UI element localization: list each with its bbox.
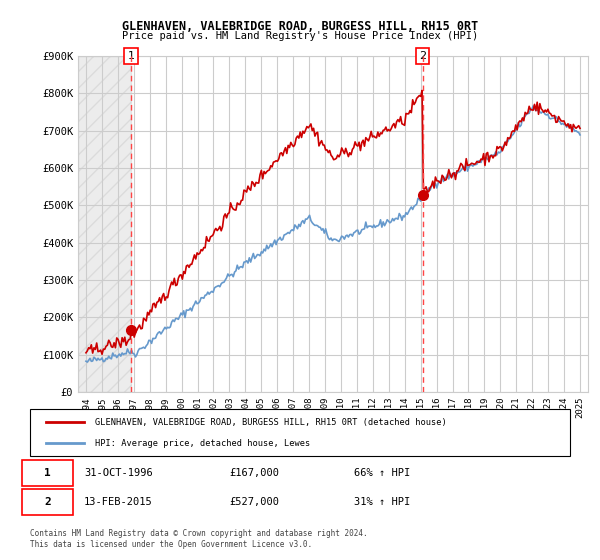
HPI: Average price, detached house, Lewes: (2.02e+03, 5.83e+05): Average price, detached house, Lewes: (2… xyxy=(444,171,451,178)
Text: Contains HM Land Registry data © Crown copyright and database right 2024.
This d: Contains HM Land Registry data © Crown c… xyxy=(30,529,368,549)
Text: 2: 2 xyxy=(419,51,426,61)
HPI: Average price, detached house, Lewes: (2.02e+03, 7.01e+05): Average price, detached house, Lewes: (2… xyxy=(514,127,521,133)
GLENHAVEN, VALEBRIDGE ROAD, BURGESS HILL, RH15 0RT (detached house) xyxy=(491,152,498,159)
GLENHAVEN, VALEBRIDGE ROAD, BURGESS HILL, RH15 0RT (detached house) xyxy=(418,87,425,94)
Text: GLENHAVEN, VALEBRIDGE ROAD, BURGESS HILL, RH15 0RT (detached house): GLENHAVEN, VALEBRIDGE ROAD, BURGESS HILL… xyxy=(95,418,446,427)
Text: 66% ↑ HPI: 66% ↑ HPI xyxy=(354,468,410,478)
Text: GLENHAVEN, VALEBRIDGE ROAD, BURGESS HILL, RH15 0RT: GLENHAVEN, VALEBRIDGE ROAD, BURGESS HILL… xyxy=(122,20,478,32)
GLENHAVEN, VALEBRIDGE ROAD, BURGESS HILL, RH15 0RT (detached house) xyxy=(169,281,176,288)
GLENHAVEN, VALEBRIDGE ROAD, BURGESS HILL, RH15 0RT (detached house) xyxy=(98,351,106,358)
HPI: Average price, detached house, Lewes: (2.02e+03, 6.89e+05): Average price, detached house, Lewes: (2… xyxy=(577,132,584,138)
HPI: Average price, detached house, Lewes: (2e+03, 1.93e+05): Average price, detached house, Lewes: (2… xyxy=(169,316,176,323)
Text: Price paid vs. HM Land Registry's House Price Index (HPI): Price paid vs. HM Land Registry's House … xyxy=(122,31,478,41)
Bar xyxy=(78,56,131,392)
Text: 1: 1 xyxy=(44,468,50,478)
HPI: Average price, detached house, Lewes: (1.99e+03, 8.25e+04): Average price, detached house, Lewes: (1… xyxy=(82,358,89,365)
HPI: Average price, detached house, Lewes: (2.01e+03, 4.14e+05): Average price, detached house, Lewes: (2… xyxy=(277,234,284,241)
Text: 2: 2 xyxy=(44,497,50,507)
Text: £167,000: £167,000 xyxy=(230,468,280,478)
GLENHAVEN, VALEBRIDGE ROAD, BURGESS HILL, RH15 0RT (detached house) xyxy=(82,349,89,356)
GLENHAVEN, VALEBRIDGE ROAD, BURGESS HILL, RH15 0RT (detached house) xyxy=(515,119,522,126)
Line: HPI: Average price, detached house, Lewes: HPI: Average price, detached house, Lewe… xyxy=(86,106,580,362)
GLENHAVEN, VALEBRIDGE ROAD, BURGESS HILL, RH15 0RT (detached house) xyxy=(445,166,452,173)
Text: £527,000: £527,000 xyxy=(230,497,280,507)
GLENHAVEN, VALEBRIDGE ROAD, BURGESS HILL, RH15 0RT (detached house) xyxy=(577,125,584,132)
FancyBboxPatch shape xyxy=(22,489,73,515)
HPI: Average price, detached house, Lewes: (2.01e+03, 4.22e+05): Average price, detached house, Lewes: (2… xyxy=(282,231,289,238)
FancyBboxPatch shape xyxy=(22,460,73,486)
GLENHAVEN, VALEBRIDGE ROAD, BURGESS HILL, RH15 0RT (detached house) xyxy=(282,144,289,151)
HPI: Average price, detached house, Lewes: (2.02e+03, 7.66e+05): Average price, detached house, Lewes: (2… xyxy=(530,102,537,109)
Text: HPI: Average price, detached house, Lewes: HPI: Average price, detached house, Lewe… xyxy=(95,438,310,447)
Text: 31% ↑ HPI: 31% ↑ HPI xyxy=(354,497,410,507)
GLENHAVEN, VALEBRIDGE ROAD, BURGESS HILL, RH15 0RT (detached house) xyxy=(277,150,284,157)
Line: GLENHAVEN, VALEBRIDGE ROAD, BURGESS HILL, RH15 0RT (detached house): GLENHAVEN, VALEBRIDGE ROAD, BURGESS HILL… xyxy=(86,90,580,354)
Text: 13-FEB-2015: 13-FEB-2015 xyxy=(84,497,153,507)
HPI: Average price, detached house, Lewes: (2.02e+03, 6.33e+05): Average price, detached house, Lewes: (2… xyxy=(490,152,497,159)
FancyBboxPatch shape xyxy=(30,409,570,456)
Text: 1: 1 xyxy=(128,51,134,61)
Text: 31-OCT-1996: 31-OCT-1996 xyxy=(84,468,153,478)
HPI: Average price, detached house, Lewes: (1.99e+03, 8.01e+04): Average price, detached house, Lewes: (1… xyxy=(84,359,91,366)
